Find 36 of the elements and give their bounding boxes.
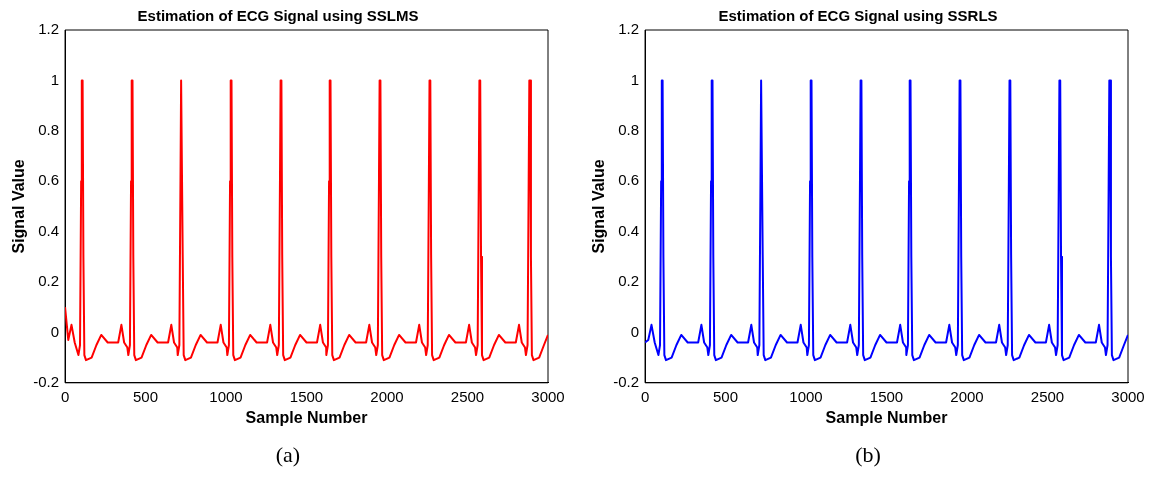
x-tick-label: 2500: [1030, 387, 1065, 405]
x-tick-label: 2000: [950, 387, 984, 405]
text: (a): [275, 442, 301, 468]
y-tick-label: 0.8: [38, 120, 60, 138]
y-tick-label: 0.4: [618, 221, 640, 239]
chart-title: Estimation of ECG Signal using SSRLS: [718, 7, 998, 25]
x-tick-label: 500: [133, 387, 159, 405]
x-tick-label: 2500: [450, 387, 485, 405]
x-tick-label: 3000: [1111, 387, 1145, 405]
y-tick-label: 0.4: [38, 221, 60, 239]
y-axis-title: Signal Value: [10, 159, 28, 254]
y-tick-label: 0.6: [38, 171, 60, 189]
y-tick-label: 0.2: [618, 272, 640, 290]
x-tick-label: 500: [713, 387, 739, 405]
x-tick-label: 3000: [531, 387, 565, 405]
y-tick-label: 0: [630, 322, 640, 340]
y-tick-label: 1.2: [618, 20, 640, 38]
y-tick-label: 1.2: [38, 20, 60, 38]
y-tick-label: 0.6: [618, 171, 640, 189]
y-tick-label: -0.2: [33, 372, 60, 390]
x-tick-label: 1500: [869, 387, 904, 405]
text: (b): [855, 442, 881, 468]
x-tick-label: 2000: [370, 387, 404, 405]
y-tick-label: 1: [630, 70, 640, 88]
y-tick-label: 0: [50, 322, 60, 340]
x-tick-label: 1000: [789, 387, 823, 405]
y-tick-label: -0.2: [613, 372, 640, 390]
x-axis-title: Sample Number: [245, 408, 368, 426]
y-tick-label: 0.2: [38, 272, 60, 290]
chart-title: Estimation of ECG Signal using SSLMS: [137, 7, 419, 25]
y-axis-title: Signal Value: [590, 159, 608, 254]
x-tick-label: 1000: [209, 387, 243, 405]
y-tick-label: 1: [50, 70, 60, 88]
y-tick-label: 0.8: [618, 120, 640, 138]
x-axis-title: Sample Number: [825, 408, 948, 426]
x-tick-label: 1500: [289, 387, 324, 405]
